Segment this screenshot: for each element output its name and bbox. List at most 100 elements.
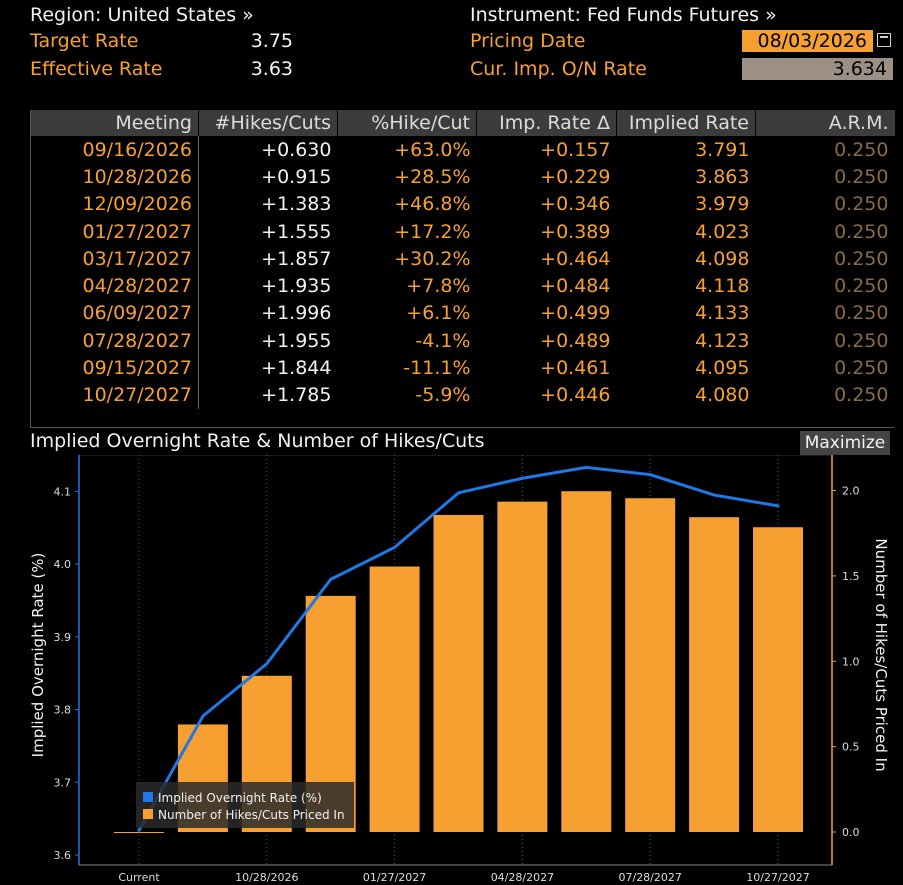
bar-mark bbox=[433, 514, 484, 832]
column-header-hikes-cuts[interactable]: #Hikes/Cuts bbox=[198, 110, 338, 136]
column-header-imp-rate-delta[interactable]: Imp. Rate Δ bbox=[476, 110, 617, 136]
x-axis-tick-label: 10/28/2026 bbox=[235, 871, 298, 884]
table-cell: +28.5% bbox=[394, 165, 471, 188]
table-cell: +0.461 bbox=[540, 357, 611, 380]
table-cell: +30.2% bbox=[394, 247, 471, 270]
right-axis-tick-label: 1.5 bbox=[842, 570, 860, 583]
table-cell: +0.157 bbox=[540, 138, 611, 161]
table-cell: 4.118 bbox=[695, 275, 750, 298]
target-rate-label: Target Rate bbox=[30, 30, 139, 52]
table-cell: +1.555 bbox=[261, 220, 332, 243]
bar-mark bbox=[625, 498, 676, 832]
right-axis-tick-label: 0.5 bbox=[842, 741, 860, 754]
table-row[interactable]: 07/28/2027 +1.955 -4.1% +0.489 4.123 0.250 bbox=[30, 327, 895, 355]
chart-title: Implied Overnight Rate & Number of Hikes… bbox=[30, 430, 485, 452]
line-point bbox=[393, 545, 397, 549]
right-axis-tick-label: 1.0 bbox=[842, 655, 860, 668]
table-cell: 0.250 bbox=[834, 247, 889, 270]
calendar-icon[interactable] bbox=[877, 33, 891, 47]
table-row[interactable]: 12/09/2026 +1.383 +46.8% +0.346 3.979 0.250 bbox=[30, 190, 895, 218]
table-cell: +17.2% bbox=[394, 220, 471, 243]
implied-rate-chart: 3.6 3.7 3.8 3.9 4.0 4.1 Implied Overnight Rate… bbox=[29, 455, 890, 884]
instrument-selector[interactable]: Instrument: Fed Funds Futures » bbox=[470, 4, 777, 26]
column-header-meeting[interactable]: Meeting bbox=[30, 110, 199, 136]
table-row[interactable]: 04/28/2027 +1.935 +7.8% +0.484 4.118 0.250 bbox=[30, 272, 895, 300]
table-cell: +1.383 bbox=[261, 193, 332, 216]
table-row[interactable]: 09/16/2026 +0.630 +63.0% +0.157 3.791 0.250 bbox=[30, 136, 895, 164]
left-axis-tick-label: 3.9 bbox=[54, 631, 72, 644]
bar-mark bbox=[114, 832, 164, 833]
table-cell: +6.1% bbox=[406, 302, 471, 325]
table-cell: +0.229 bbox=[540, 165, 611, 188]
table-cell: +1.996 bbox=[261, 302, 332, 325]
line-point bbox=[776, 504, 780, 508]
legend-swatch-line bbox=[143, 792, 153, 802]
line-point bbox=[457, 491, 460, 495]
table-cell: +0.446 bbox=[540, 384, 611, 407]
table-cell: +1.955 bbox=[261, 329, 332, 352]
bar-mark bbox=[689, 517, 740, 832]
region-selector[interactable]: Region: United States » bbox=[30, 4, 254, 26]
table-cell: +46.8% bbox=[394, 193, 471, 216]
maximize-button[interactable]: Maximize bbox=[800, 431, 890, 455]
line-point bbox=[712, 493, 716, 497]
pricing-date-label: Pricing Date bbox=[470, 30, 586, 52]
line-point bbox=[520, 476, 524, 480]
table-cell: 0.250 bbox=[834, 220, 889, 243]
table-cell: 09/15/2027 bbox=[30, 354, 199, 382]
column-header-implied-rate[interactable]: Implied Rate bbox=[616, 110, 756, 136]
table-cell: 10/28/2026 bbox=[30, 163, 199, 191]
table-row[interactable]: 03/17/2027 +1.857 +30.2% +0.464 4.098 0.250 bbox=[30, 245, 895, 273]
right-axis-tick-label: 2.0 bbox=[842, 485, 860, 498]
table-cell: 3.863 bbox=[695, 165, 750, 188]
line-point bbox=[201, 714, 205, 718]
x-axis-tick-label: 07/28/2027 bbox=[618, 871, 681, 884]
right-axis-title: Number of Hikes/Cuts Priced In bbox=[872, 538, 890, 771]
table-cell: +1.785 bbox=[261, 384, 332, 407]
legend-swatch-bar bbox=[143, 809, 153, 819]
table-row[interactable]: 01/27/2027 +1.555 +17.2% +0.389 4.023 0.250 bbox=[30, 217, 895, 246]
column-header-pct-hike-cut[interactable]: %Hike/Cut bbox=[337, 110, 477, 136]
table-row[interactable]: 10/28/2026 +0.915 +28.5% +0.229 3.863 0.250 bbox=[30, 163, 895, 191]
table-cell: +0.499 bbox=[540, 302, 611, 325]
bar-mark bbox=[753, 527, 803, 832]
cur-imp-rate-input[interactable]: 3.634 bbox=[742, 58, 893, 80]
left-axis-tick-label: 3.7 bbox=[54, 776, 72, 789]
legend-label-line: Implied Overnight Rate (%) bbox=[158, 791, 322, 805]
table-cell: 4.133 bbox=[695, 302, 750, 325]
meetings-table: Meeting #Hikes/Cuts %Hike/Cut Imp. Rate … bbox=[30, 110, 895, 409]
line-point bbox=[648, 473, 652, 477]
table-cell: 0.250 bbox=[834, 329, 889, 352]
table-cell: +0.389 bbox=[540, 220, 611, 243]
x-axis-tick-label: 04/28/2027 bbox=[491, 871, 554, 884]
table-cell: 09/16/2026 bbox=[30, 136, 199, 164]
table-cell: 0.250 bbox=[834, 138, 889, 161]
line-point bbox=[584, 465, 588, 469]
table-row[interactable]: 06/09/2027 +1.996 +6.1% +0.499 4.133 0.250 bbox=[30, 299, 895, 328]
table-cell: 4.023 bbox=[695, 220, 750, 243]
table-cell: 03/17/2027 bbox=[30, 245, 199, 273]
column-header-arm[interactable]: A.R.M. bbox=[755, 110, 895, 136]
table-cell: +1.935 bbox=[261, 275, 332, 298]
table-cell: 0.250 bbox=[834, 302, 889, 325]
table-cell: +0.464 bbox=[540, 247, 611, 270]
table-row[interactable]: 10/27/2027 +1.785 -5.9% +0.446 4.080 0.250 bbox=[30, 381, 895, 409]
table-cell: 06/09/2027 bbox=[30, 299, 199, 328]
line-point bbox=[265, 662, 269, 666]
line-point bbox=[329, 577, 333, 581]
bar-mark bbox=[369, 566, 420, 832]
table-cell: +0.346 bbox=[540, 193, 611, 216]
table-row[interactable]: 09/15/2027 +1.844 -11.1% +0.461 4.095 0.250 bbox=[30, 354, 895, 382]
table-cell: 0.250 bbox=[834, 275, 889, 298]
legend-box bbox=[136, 782, 354, 828]
bar-mark bbox=[497, 501, 548, 832]
table-cell: -11.1% bbox=[403, 357, 471, 380]
pricing-date-input[interactable]: 08/03/2026 bbox=[742, 30, 873, 52]
cur-imp-rate-label: Cur. Imp. O/N Rate bbox=[470, 58, 647, 80]
table-cell: -4.1% bbox=[415, 329, 471, 352]
table-cell: 10/27/2027 bbox=[30, 381, 199, 409]
effective-rate-value: 3.63 bbox=[250, 58, 293, 80]
table-cell: 04/28/2027 bbox=[30, 272, 199, 300]
table-cell: 0.250 bbox=[834, 384, 889, 407]
table-cell: -5.9% bbox=[415, 384, 471, 407]
